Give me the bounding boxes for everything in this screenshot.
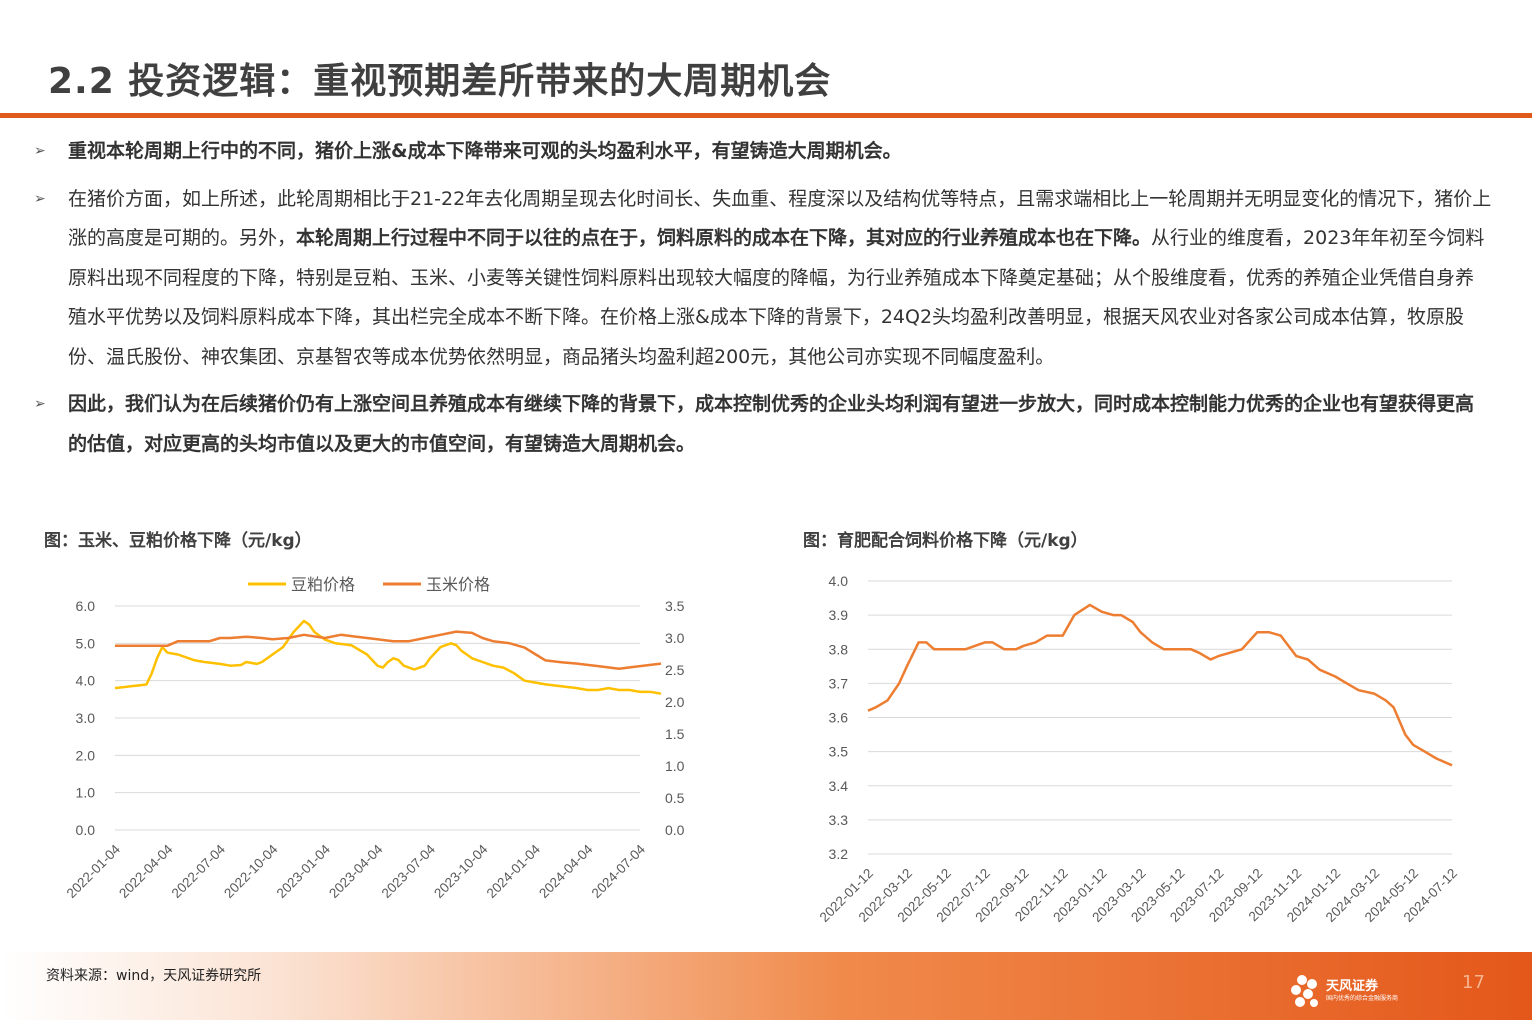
title-divider	[0, 113, 1532, 118]
right-chart: 3.23.33.43.53.63.73.83.94.02022-01-12202…	[817, 573, 1460, 925]
legend-label: 豆粕价格	[291, 575, 355, 594]
y-right-tick-label: 2.0	[665, 694, 685, 710]
x-tick-label: 2023-04-04	[326, 841, 386, 901]
y-right-tick-label: 0.5	[665, 790, 685, 806]
series-line	[115, 630, 662, 670]
y-right-tick-label: 0.0	[665, 822, 685, 838]
bullet-2-text-bold: 本轮周期上行过程中不同于以往的点在于，饲料原料的成本在下降，其对应的行业养殖成本…	[296, 227, 1152, 249]
y-tick-label: 3.8	[829, 641, 849, 657]
y-left-tick-label: 0.0	[76, 822, 96, 838]
series-line	[867, 603, 1453, 767]
arrow-icon: ➢	[34, 190, 46, 207]
y-tick-label: 3.2	[829, 846, 849, 862]
y-left-tick-label: 3.0	[76, 710, 96, 726]
x-tick-label: 2024-04-04	[536, 841, 596, 901]
y-tick-label: 3.6	[829, 710, 849, 726]
x-tick-label: 2022-01-04	[64, 841, 124, 901]
page-number: 17	[1462, 972, 1485, 993]
logo-text: 天风证券	[1326, 979, 1379, 994]
bullet-2-text-c: 从行业的维度看，2023年年初至今饲料原料出现不同程度的下降，特别是豆粕、玉米、…	[68, 227, 1485, 368]
y-tick-label: 3.3	[829, 812, 849, 828]
series-line	[114, 619, 662, 695]
bullet-3-text: 因此，我们认为在后续猪价仍有上涨空间且养殖成本有继续下降的背景下，成本控制优秀的…	[68, 393, 1475, 455]
x-tick-label: 2023-01-04	[274, 841, 334, 901]
arrow-icon: ➢	[34, 143, 46, 159]
y-tick-label: 4.0	[829, 573, 849, 589]
bullet-list: ➢ 重视本轮周期上行中的不同，猪价上涨&成本下降带来可观的头均盈利水平，有望铸造…	[34, 132, 1492, 472]
x-tick-label: 2023-10-04	[431, 841, 491, 901]
y-left-tick-label: 1.0	[76, 785, 96, 801]
y-tick-label: 3.4	[829, 778, 849, 794]
arrow-icon: ➢	[34, 396, 46, 412]
bullet-1: ➢ 重视本轮周期上行中的不同，猪价上涨&成本下降带来可观的头均盈利水平，有望铸造…	[34, 132, 1492, 172]
x-tick-label: 2022-07-04	[169, 841, 229, 901]
left-chart: 0.0 1.0 2.0 3.0 4.0 5.0 6.0 0.0 0.5 1.0 1.5 2.0 2.5 3…	[64, 575, 685, 901]
source-note: 资料来源：wind，天风证券研究所	[46, 968, 262, 984]
right-figure-title: 图：育肥配合饲料价格下降（元/kg）	[803, 531, 1088, 551]
y-right-tick-label: 1.0	[665, 758, 685, 774]
x-tick-label: 2024-01-04	[484, 841, 544, 901]
y-left-tick-label: 2.0	[76, 747, 96, 763]
y-left-tick-label: 6.0	[76, 598, 96, 614]
bullet-2-text-a: 在猪价方面，如上所述，此轮周期相比于21-22年去化周期呈现去化时间长、失血重、…	[68, 187, 1492, 250]
page-title: 2.2 投资逻辑：重视预期差所带来的大周期机会	[48, 61, 832, 102]
footer-band	[0, 952, 1532, 1020]
bullet-2: ➢ 在猪价方面，如上所述，此轮周期相比于21-22年去化周期呈现去化时间长、失血…	[34, 180, 1492, 378]
bullet-1-text: 重视本轮周期上行中的不同，猪价上涨&成本下降带来可观的头均盈利水平，有望铸造大周…	[68, 140, 902, 162]
left-figure-title: 图：玉米、豆粕价格下降（元/kg）	[44, 531, 312, 551]
y-tick-label: 3.7	[829, 675, 849, 691]
x-tick-label: 2023-07-04	[379, 841, 439, 901]
company-logo-icon	[1291, 975, 1318, 1007]
x-tick-label: 2022-04-04	[116, 841, 176, 901]
y-right-tick-label: 3.5	[665, 598, 685, 614]
logo-subtitle: 国内优秀的综合金融服务商	[1326, 995, 1399, 1002]
bullet-3: ➢ 因此，我们认为在后续猪价仍有上涨空间且养殖成本有继续下降的背景下，成本控制优…	[34, 385, 1492, 464]
y-left-tick-label: 4.0	[76, 673, 96, 689]
y-tick-label: 3.9	[829, 607, 849, 623]
y-right-tick-label: 2.5	[665, 662, 685, 678]
y-right-tick-label: 1.5	[665, 726, 685, 742]
y-tick-label: 3.5	[829, 744, 849, 760]
legend-label: 玉米价格	[426, 575, 490, 594]
y-left-tick-label: 5.0	[76, 635, 96, 651]
y-right-tick-label: 3.0	[665, 630, 685, 646]
x-tick-label: 2022-10-04	[221, 841, 281, 901]
x-tick-label: 2024-07-04	[589, 841, 649, 901]
